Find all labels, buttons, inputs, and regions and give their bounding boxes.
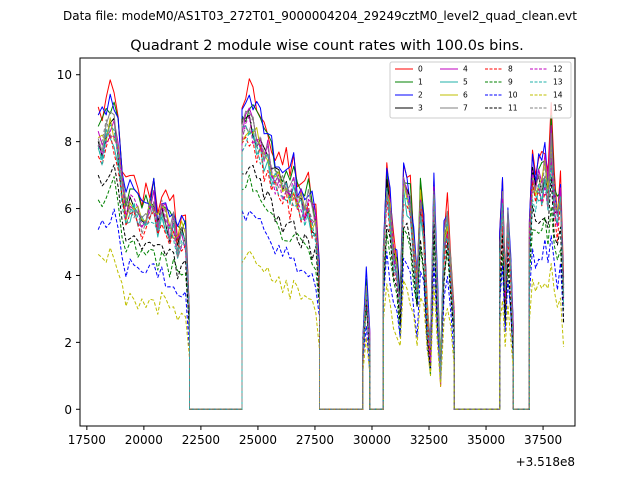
chart-title: Quadrant 2 module wise count rates with … [130, 38, 524, 54]
x-tick-label: 30000 [353, 433, 391, 447]
series-line-11 [97, 164, 565, 410]
figure-suptitle: Data file: modeM0/AS1T03_272T01_90000042… [63, 9, 577, 23]
legend-label-4: 4 [463, 65, 468, 74]
x-tick-label: 37500 [524, 433, 562, 447]
y-tick-label: 6 [64, 202, 72, 216]
x-tick-label: 35000 [467, 433, 505, 447]
series-line-14 [97, 247, 565, 410]
legend-label-10: 10 [508, 91, 518, 100]
x-tick-label: 17500 [68, 433, 106, 447]
x-tick-label: 27500 [296, 433, 334, 447]
series-line-9 [97, 174, 565, 410]
legend-label-2: 2 [418, 91, 423, 100]
legend-label-15: 15 [553, 104, 563, 113]
y-tick-label: 4 [64, 269, 72, 283]
legend-label-14: 14 [553, 91, 563, 100]
x-tick-label: 20000 [125, 433, 163, 447]
axes-frame [79, 57, 576, 427]
legend-label-7: 7 [463, 104, 468, 113]
legend-label-3: 3 [418, 104, 423, 113]
legend-frame [389, 61, 572, 119]
y-tick-label: 2 [64, 336, 72, 350]
legend-label-0: 0 [418, 65, 423, 74]
legend-label-1: 1 [418, 78, 423, 87]
series-line-8 [97, 132, 565, 410]
legend-label-12: 12 [553, 65, 563, 74]
legend-label-6: 6 [463, 91, 468, 100]
axis-ticks: 17500 20000 22500 25000 27500 30000 32500 35000… [57, 68, 562, 447]
legend-label-11: 11 [508, 104, 518, 113]
x-tick-label: 22500 [182, 433, 220, 447]
x-offset-label: +3.518e8 [516, 455, 575, 469]
plot-area [97, 78, 565, 410]
series-line-15 [97, 115, 565, 410]
x-tick-label: 25000 [239, 433, 277, 447]
series-line-10 [97, 208, 565, 410]
series-line-13 [97, 124, 565, 410]
y-tick-label: 0 [64, 403, 72, 417]
legend-label-9: 9 [508, 78, 513, 87]
legend-label-8: 8 [508, 65, 513, 74]
legend-label-5: 5 [463, 78, 468, 87]
y-tick-label: 8 [64, 135, 72, 149]
legend-label-13: 13 [553, 78, 563, 87]
y-tick-label: 10 [57, 68, 72, 82]
x-tick-label: 32500 [410, 433, 448, 447]
